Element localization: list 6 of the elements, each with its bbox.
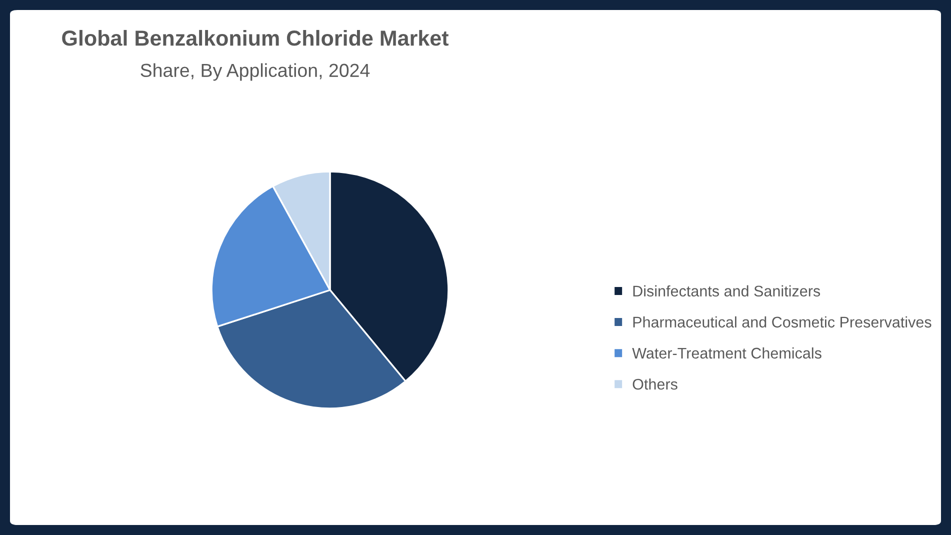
legend-label: Water-Treatment Chemicals (632, 347, 822, 359)
legend-label: Others (632, 378, 678, 390)
legend-label: Disinfectants and Sanitizers (633, 285, 820, 297)
chart-subtitle: Share, By Application, 2024 (140, 63, 370, 81)
legend-label: Pharmaceutical and Cosmetic Preservatives (633, 316, 932, 328)
chart-title: Global Benzalkonium Chloride Market (62, 30, 449, 46)
